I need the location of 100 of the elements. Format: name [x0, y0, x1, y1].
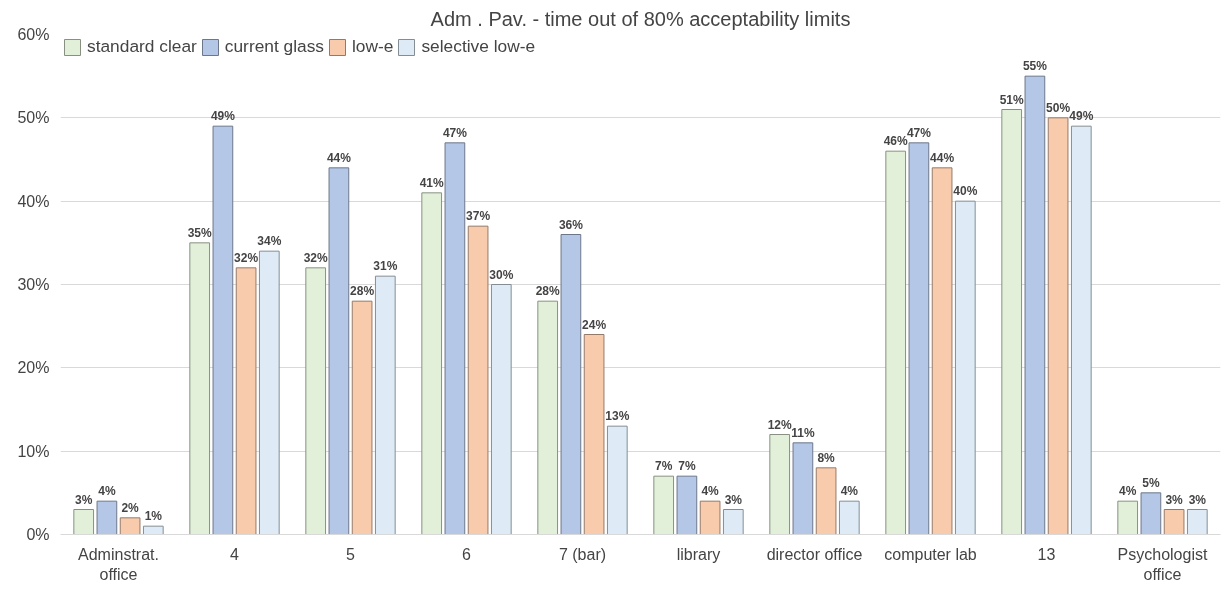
bar — [1001, 109, 1023, 535]
y-tick-label: 30% — [17, 276, 50, 293]
data-label: 34% — [257, 234, 282, 249]
bar — [885, 150, 907, 535]
bar — [954, 200, 976, 535]
data-label: 32% — [234, 250, 259, 265]
data-label: 5% — [1142, 475, 1160, 490]
data-label: 8% — [817, 450, 836, 465]
y-tick-label: 10% — [17, 442, 50, 460]
data-label: 28% — [535, 284, 561, 299]
legend-label: current glass — [224, 36, 325, 57]
bar — [1024, 75, 1046, 535]
y-tick-label: 50% — [17, 109, 50, 127]
data-label: 50% — [1046, 100, 1071, 115]
bar — [328, 167, 350, 535]
data-label: 11% — [791, 425, 815, 440]
bar — [258, 250, 280, 535]
bar — [73, 509, 95, 535]
data-label: 55% — [1022, 59, 1048, 74]
y-tick-label: 20% — [17, 359, 50, 377]
bar — [444, 142, 466, 535]
data-label: 31% — [373, 259, 398, 274]
data-label: 3% — [724, 492, 743, 507]
bar — [769, 434, 791, 535]
x-tick-label: 13 — [1037, 545, 1056, 563]
bar — [560, 234, 582, 535]
bar — [1186, 509, 1208, 535]
data-label: 47% — [906, 125, 932, 140]
chart-title: Adm . Pav. - time out of 80% acceptability limits — [430, 7, 851, 30]
bar — [1117, 500, 1139, 535]
data-label: 4% — [1119, 484, 1137, 499]
data-label: 4% — [98, 484, 116, 499]
bar — [815, 467, 837, 535]
data-label: 32% — [303, 250, 329, 265]
x-tick-label: Adminstrat. office — [78, 545, 159, 583]
data-label: 7% — [655, 459, 673, 474]
data-label: 36% — [558, 217, 584, 232]
bar — [467, 225, 489, 535]
bar — [490, 284, 512, 535]
data-label: 40% — [953, 184, 978, 199]
bar — [653, 475, 675, 535]
x-tick-label: director office — [766, 545, 863, 563]
bar — [931, 167, 953, 535]
bar — [792, 442, 814, 535]
bar — [537, 300, 559, 535]
bar — [421, 192, 443, 535]
bar — [583, 334, 605, 535]
x-tick-label: library — [676, 545, 721, 563]
data-label: 2% — [121, 500, 140, 515]
data-label: 3% — [75, 492, 93, 507]
legend-label: standard clear — [87, 36, 197, 57]
bar — [908, 142, 930, 535]
data-label: 47% — [442, 125, 468, 140]
data-label: 41% — [419, 175, 445, 190]
data-label: 30% — [489, 267, 514, 282]
data-label: 24% — [582, 317, 607, 332]
y-tick-label: 0% — [26, 526, 50, 543]
bar — [1047, 117, 1069, 535]
data-label: 44% — [326, 150, 352, 165]
x-tick-label: 5 — [346, 545, 356, 563]
bar — [189, 242, 211, 535]
x-tick-label: 7 (bar) — [558, 545, 607, 563]
bar — [676, 475, 698, 535]
data-label: 51% — [999, 92, 1025, 107]
bar — [142, 525, 164, 535]
x-tick-label: computer lab — [884, 545, 977, 563]
x-tick-label: 6 — [462, 545, 472, 563]
data-label: 3% — [1165, 492, 1184, 507]
bar — [374, 275, 396, 535]
data-label: 3% — [1188, 492, 1207, 507]
bar — [1070, 125, 1092, 535]
data-label: 7% — [678, 459, 696, 474]
data-label: 4% — [840, 484, 859, 499]
data-label: 44% — [930, 150, 955, 165]
y-tick-label: 40% — [17, 192, 50, 210]
bar — [351, 300, 373, 535]
bar — [699, 500, 721, 535]
bar — [838, 500, 860, 535]
data-label: 49% — [1069, 109, 1094, 124]
data-label: 28% — [350, 284, 375, 299]
data-label: 37% — [466, 209, 491, 224]
bar — [235, 267, 257, 535]
legend-label: selective low-e — [421, 36, 536, 57]
data-label: 35% — [187, 225, 213, 240]
x-tick-label: 4 — [230, 545, 240, 563]
bar — [1140, 492, 1162, 535]
bar — [96, 500, 118, 535]
y-tick-label: 60% — [17, 26, 50, 43]
bar — [722, 509, 744, 535]
data-label: 49% — [210, 109, 236, 124]
data-label: 13% — [605, 409, 630, 424]
data-label: 4% — [701, 484, 720, 499]
bar — [606, 425, 628, 535]
data-label: 1% — [144, 509, 163, 524]
x-tick-label: Psychologist office — [1117, 545, 1208, 583]
legend-label: low-e — [352, 36, 394, 57]
bar — [212, 125, 234, 535]
bar — [305, 267, 327, 535]
bar — [1163, 509, 1185, 535]
bar — [119, 517, 141, 535]
